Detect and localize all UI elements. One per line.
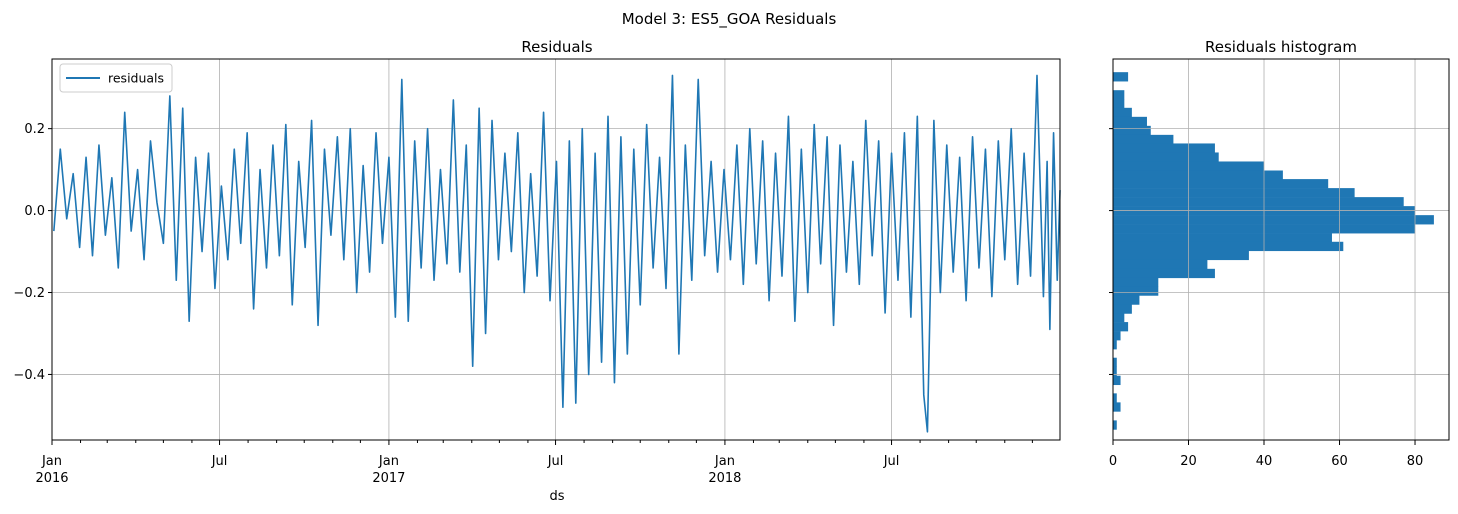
histogram-y-ticks bbox=[1109, 128, 1113, 375]
legend-box bbox=[59, 63, 173, 93]
x-tick-year-label: 2016 bbox=[35, 471, 68, 486]
residuals-y-ticks: 0.2 0.0 −0.2 −0.4 bbox=[13, 122, 52, 383]
residuals-x-ticks: Jan 2016 Jul Jan 2017 Jul Jan 2018 Jul bbox=[35, 440, 1033, 486]
residuals-line-axes: Residuals 0.2 0.0 −0.2 −0.4 Jan 2016 Jul Jan 20… bbox=[13, 38, 1061, 504]
histogram-bar bbox=[1113, 233, 1332, 243]
histogram-bar bbox=[1113, 250, 1249, 261]
hist-x-tick-label: 40 bbox=[1256, 454, 1273, 469]
residuals-axes-title: Residuals bbox=[521, 38, 592, 56]
x-tick-label: Jan bbox=[378, 454, 399, 469]
residuals-series-line bbox=[53, 74, 1061, 433]
residuals-histogram-axes: Residuals histogram 0 20 40 60 80 bbox=[1109, 38, 1450, 469]
histogram-bar bbox=[1113, 241, 1344, 252]
hist-x-tick-label: 0 bbox=[1109, 454, 1117, 469]
y-tick-label: 0.2 bbox=[24, 122, 45, 137]
hist-x-tick-label: 20 bbox=[1180, 454, 1197, 469]
histogram-bar bbox=[1113, 357, 1117, 368]
histogram-bar bbox=[1113, 116, 1147, 127]
x-tick-label: Jan bbox=[41, 454, 62, 469]
histogram-bar bbox=[1113, 134, 1174, 145]
histogram-bar bbox=[1113, 197, 1404, 207]
x-tick-label: Jul bbox=[883, 454, 900, 469]
histogram-bar bbox=[1113, 99, 1125, 109]
figure-suptitle: Model 3: ES5_GOA Residuals bbox=[622, 10, 837, 29]
histogram-bar bbox=[1113, 188, 1355, 198]
legend: residuals bbox=[59, 63, 173, 93]
histogram-bar bbox=[1113, 366, 1117, 377]
histogram-bar bbox=[1113, 268, 1215, 279]
histogram-bar bbox=[1113, 143, 1215, 153]
x-tick-label: Jul bbox=[547, 454, 564, 469]
histogram-bar bbox=[1113, 170, 1283, 180]
histogram-bar bbox=[1113, 304, 1132, 314]
histogram-bar bbox=[1113, 286, 1159, 296]
x-tick-label: Jul bbox=[211, 454, 228, 469]
residuals-x-axis-label: ds bbox=[549, 489, 564, 504]
legend-label-residuals: residuals bbox=[108, 71, 164, 86]
x-tick-year-label: 2017 bbox=[372, 471, 405, 486]
histogram-bar bbox=[1113, 402, 1121, 412]
hist-x-tick-label: 80 bbox=[1407, 454, 1424, 469]
y-tick-label: −0.2 bbox=[13, 286, 45, 301]
histogram-bar bbox=[1113, 340, 1117, 350]
y-tick-label: 0.0 bbox=[24, 204, 45, 219]
histogram-bar bbox=[1113, 179, 1329, 189]
histogram-bar bbox=[1113, 152, 1219, 162]
histogram-bar bbox=[1113, 313, 1125, 323]
hist-x-tick-label: 60 bbox=[1331, 454, 1348, 469]
histogram-bar bbox=[1113, 420, 1117, 430]
histogram-x-ticks: 0 20 40 60 80 bbox=[1109, 440, 1423, 469]
histogram-bar bbox=[1113, 215, 1434, 225]
y-tick-label: −0.4 bbox=[13, 368, 45, 383]
histogram-bar bbox=[1113, 277, 1159, 287]
histogram-bar bbox=[1113, 259, 1208, 270]
histogram-axes-frame bbox=[1112, 58, 1450, 441]
x-tick-label: Jan bbox=[714, 454, 735, 469]
residuals-line-layer bbox=[53, 74, 1061, 433]
histogram-bar bbox=[1113, 331, 1121, 341]
histogram-bar bbox=[1113, 295, 1140, 305]
histogram-bar bbox=[1113, 107, 1132, 118]
histogram-bar bbox=[1113, 90, 1125, 100]
histogram-bar bbox=[1113, 72, 1129, 82]
residuals-grid bbox=[51, 59, 1060, 440]
histogram-bar bbox=[1113, 322, 1129, 332]
histogram-axes-title: Residuals histogram bbox=[1205, 38, 1357, 56]
histogram-bar bbox=[1113, 393, 1117, 403]
histogram-bar bbox=[1113, 375, 1121, 386]
histogram-bar bbox=[1113, 125, 1151, 136]
x-tick-year-label: 2018 bbox=[708, 471, 741, 486]
